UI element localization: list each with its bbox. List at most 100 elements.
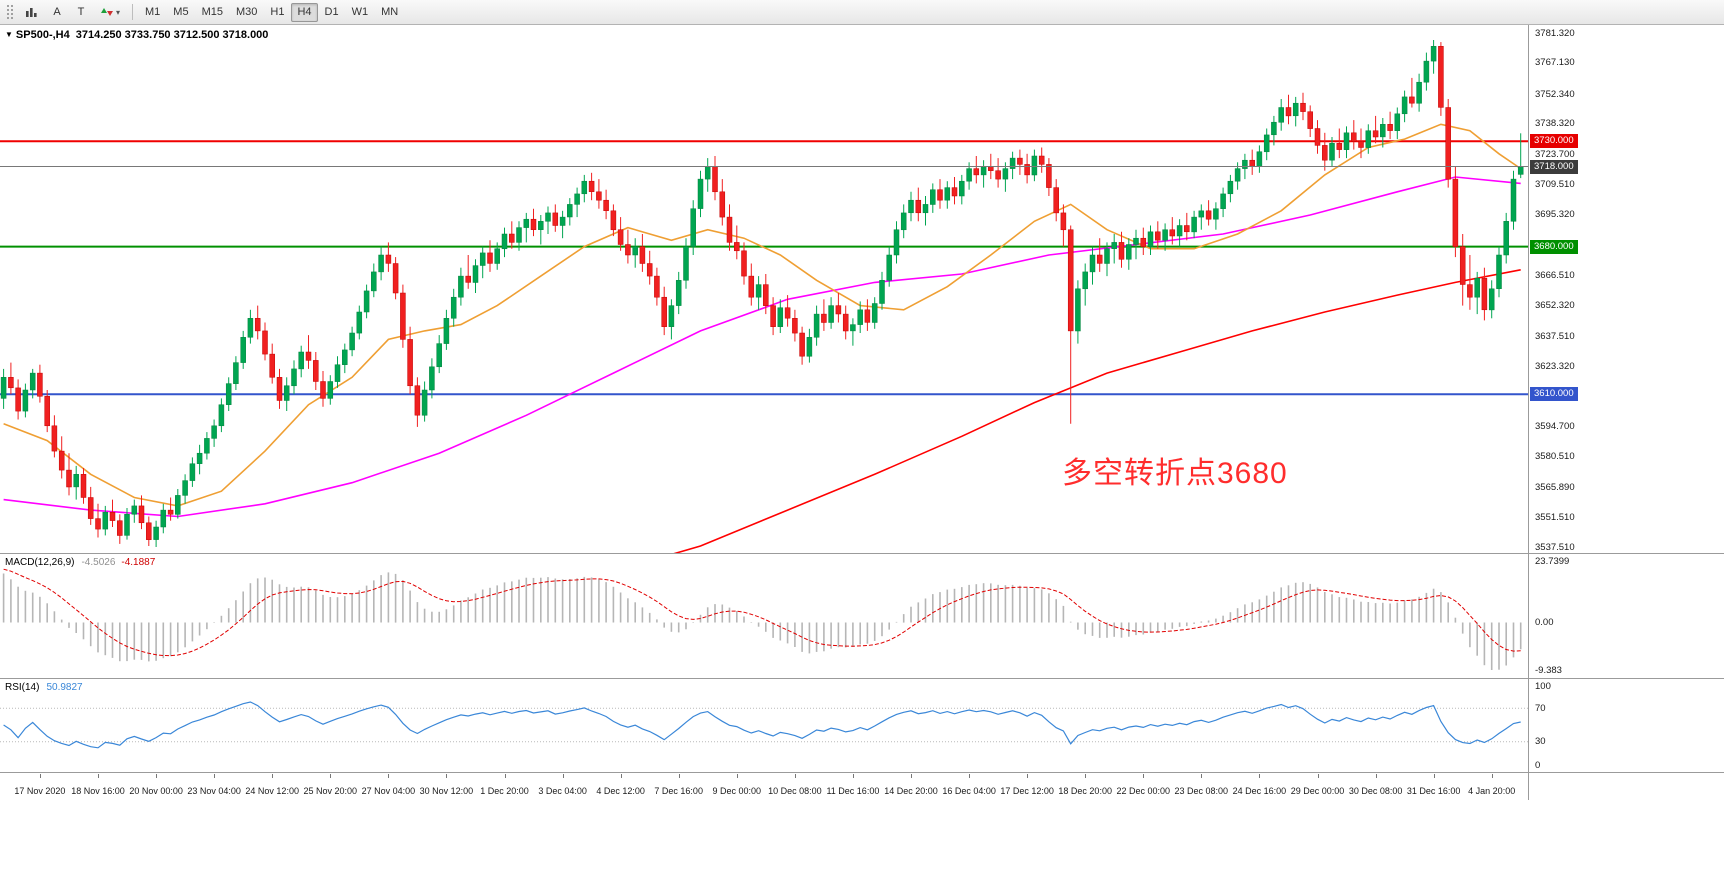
dropdown-caret-icon: ▾	[116, 7, 121, 17]
chart-title: ▼ SP500-,H4 3714.250 3733.750 3712.500 371…	[5, 29, 268, 41]
toolbar-separator	[132, 4, 134, 20]
rsi-scale-label: 70	[1535, 702, 1546, 714]
time-axis-label: 23 Dec 08:00	[1174, 786, 1229, 796]
macd-scale-label: -9.383	[1535, 664, 1562, 676]
time-axis-label: 17 Dec 12:00	[1000, 786, 1054, 796]
time-tick	[1375, 774, 1377, 778]
price-tag: 3730.000	[1530, 134, 1578, 149]
time-axis-label: 24 Nov 12:00	[245, 786, 299, 796]
time-tick	[330, 774, 332, 778]
macd-scale-label: 0.00	[1535, 617, 1554, 628]
timeframe-button-h1[interactable]: H1	[264, 3, 290, 22]
price-axis-separator	[1528, 25, 1529, 800]
rsi-name: RSI(14)	[5, 682, 40, 693]
time-axis-label: 1 Dec 20:00	[480, 786, 529, 796]
time-axis-label: 24 Dec 16:00	[1232, 786, 1287, 796]
time-axis-separator	[0, 772, 1724, 773]
price-axis-label: 3666.510	[1535, 269, 1575, 281]
time-axis-label: 17 Nov 2020	[14, 786, 66, 796]
time-tick	[562, 774, 564, 778]
time-axis-label: 30 Dec 08:00	[1348, 786, 1403, 796]
time-axis-label: 30 Nov 12:00	[419, 786, 474, 796]
price-axis-label: 3537.510	[1535, 541, 1575, 553]
time-axis-label: 29 Dec 00:00	[1290, 786, 1345, 796]
price-axis-label: 3723.700	[1535, 149, 1575, 160]
price-axis-label: 3637.510	[1535, 330, 1575, 342]
main-toolbar: A T ▾ M1 M5 M15 M30 H1 H4 D1 W1 MN	[0, 0, 1724, 25]
arrows-icon	[101, 8, 113, 16]
time-tick	[794, 774, 796, 778]
time-tick	[1491, 774, 1493, 778]
time-axis-label: 7 Dec 16:00	[654, 786, 703, 796]
text-tool-button[interactable]: T	[70, 3, 92, 22]
timeframe-button-w1[interactable]: W1	[346, 3, 375, 22]
macd-panel-canvas[interactable]	[0, 554, 1528, 678]
time-tick	[272, 774, 274, 778]
timeframe-button-m30[interactable]: M30	[230, 3, 263, 22]
rsi-indicator-label: RSI(14) 50.9827	[5, 682, 83, 693]
timeframe-toolbar: M1 M5 M15 M30 H1 H4 D1 W1 MN	[139, 2, 404, 22]
macd-name: MACD(12,26,9)	[5, 557, 75, 568]
time-tick	[736, 774, 738, 778]
price-axis-label: 3623.320	[1535, 360, 1575, 372]
time-tick	[156, 774, 158, 778]
price-tag: 3680.000	[1530, 239, 1578, 254]
time-axis[interactable]: 17 Nov 2020 18 Nov 16:00 20 Nov 00:00 23 No…	[0, 773, 1528, 803]
time-tick	[1201, 774, 1203, 778]
timeframe-button-m1[interactable]: M1	[139, 3, 166, 22]
price-axis-label: 3738.320	[1535, 118, 1575, 130]
macd-panel-resize-handle[interactable]	[0, 553, 1724, 554]
chart-tools-dropdown-button[interactable]: ▾	[94, 3, 126, 22]
time-axis-label: 22 Dec 00:00	[1116, 786, 1171, 796]
rsi-value: 50.9827	[46, 682, 83, 693]
price-axis-label: 3695.320	[1535, 208, 1575, 220]
bar-chart-icon	[26, 8, 37, 17]
timeframe-button-mn[interactable]: MN	[375, 3, 404, 22]
time-tick	[1027, 774, 1029, 778]
symbol-period-label: SP500-,H4	[15, 29, 70, 41]
timeframe-button-d1[interactable]: D1	[319, 3, 345, 22]
time-tick	[1317, 774, 1319, 778]
time-tick	[446, 774, 448, 778]
rsi-scale-label: 0	[1535, 759, 1541, 771]
price-axis-label: 3551.510	[1535, 512, 1575, 523]
toolbar-drag-handle[interactable]	[6, 4, 14, 20]
time-axis-label: 16 Dec 04:00	[942, 786, 996, 796]
timeframe-button-m5[interactable]: M5	[167, 3, 194, 22]
time-tick	[969, 774, 971, 778]
time-axis-label: 9 Dec 00:00	[712, 786, 762, 796]
time-axis-label: 10 Dec 08:00	[768, 786, 822, 796]
chart-type-button[interactable]	[19, 3, 44, 22]
time-axis-label: 3 Dec 04:00	[538, 786, 587, 796]
macd-scale-label: 23.7399	[1535, 555, 1570, 567]
rsi-panel-canvas[interactable]	[0, 679, 1528, 772]
timeframe-button-h4[interactable]: H4	[291, 2, 318, 22]
price-axis-label: 3580.510	[1535, 450, 1575, 462]
price-axis-label: 3565.890	[1535, 481, 1575, 493]
time-tick	[98, 774, 99, 778]
price-axis-label: 3594.700	[1535, 420, 1575, 432]
price-tag: 3718.000	[1530, 159, 1578, 174]
time-axis-label: 31 Dec 16:00	[1406, 786, 1461, 796]
macd-main-value: -4.5026	[81, 557, 116, 568]
time-axis-label: 20 Nov 00:00	[129, 786, 183, 796]
time-tick	[1259, 774, 1261, 778]
price-axis-label: 3752.340	[1535, 88, 1575, 100]
time-tick	[214, 774, 216, 778]
time-axis-label: 18 Dec 20:00	[1058, 786, 1112, 796]
ohlc-values: 3714.250 3733.750 3712.500 3718.000	[75, 29, 269, 41]
timeframe-button-m15[interactable]: M15	[196, 3, 229, 22]
time-tick	[1433, 774, 1435, 778]
symbol-collapse-icon[interactable]: ▼	[5, 30, 13, 39]
price-chart-canvas[interactable]	[0, 25, 1528, 553]
time-tick	[911, 774, 912, 778]
rsi-scale-label: 30	[1535, 736, 1546, 748]
time-axis-label: 25 Nov 20:00	[303, 786, 358, 796]
trend-note-text: 多空转折点3680	[1062, 457, 1288, 490]
rsi-panel-resize-handle[interactable]	[0, 678, 1724, 679]
time-tick	[678, 774, 680, 778]
pointer-tool-button[interactable]: A	[46, 3, 68, 22]
macd-signal-value: -4.1887	[121, 557, 156, 568]
time-axis-label: 27 Nov 04:00	[361, 786, 416, 796]
price-axis[interactable]: 3781.320 3767.130 3752.340 3738.320 3723.700…	[1529, 0, 1724, 805]
